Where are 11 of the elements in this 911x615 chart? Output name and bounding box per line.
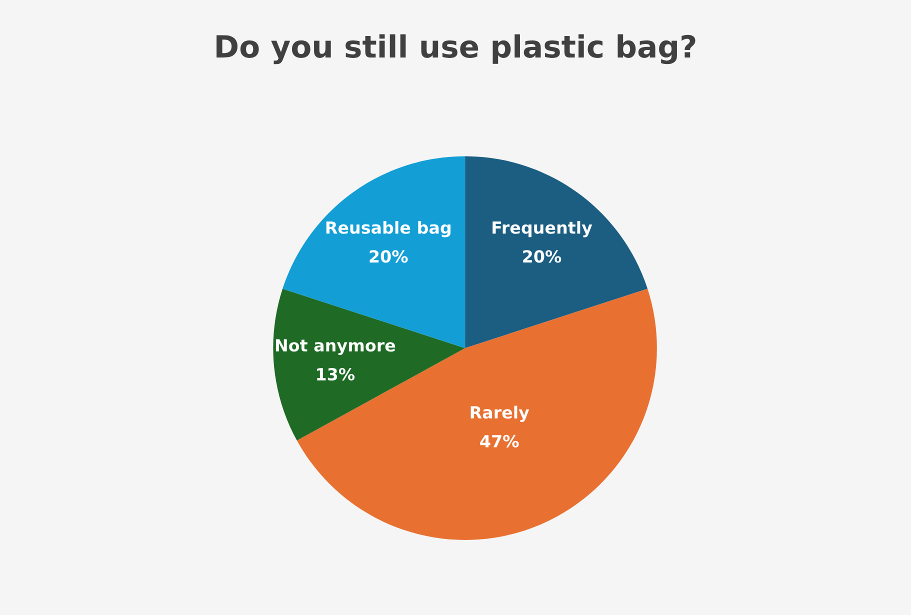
pie-slice — [273, 288, 466, 441]
slice-label: Reusable bag — [326, 220, 450, 238]
slice-label: Rarely — [470, 406, 530, 422]
slice-label: Frequently — [492, 220, 592, 238]
data-label: 20% — [370, 250, 408, 263]
data-label: 20% — [523, 250, 562, 263]
slice-label: Not anymore — [276, 339, 396, 356]
chart-title: Do you still use plastic bag? — [216, 34, 696, 64]
pie-slice — [465, 156, 648, 348]
data-label: 47% — [480, 434, 519, 448]
data-label: 13% — [317, 368, 355, 381]
